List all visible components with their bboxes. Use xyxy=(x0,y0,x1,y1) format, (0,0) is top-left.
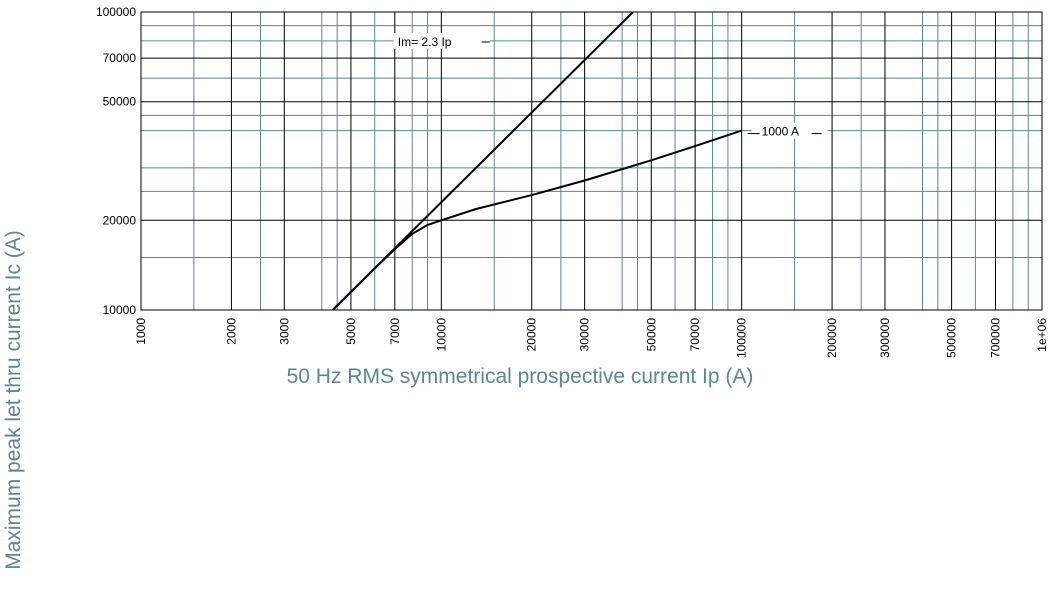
series-line xyxy=(331,129,742,310)
x-tick-label: 1000 xyxy=(134,318,148,345)
x-tick-label: 10000 xyxy=(434,318,448,352)
x-tick-label: 100000 xyxy=(735,318,749,358)
y-tick-label: 20000 xyxy=(103,213,137,227)
x-tick-label: 300000 xyxy=(878,318,892,358)
x-tick-label: 70000 xyxy=(688,318,702,352)
label-bg xyxy=(751,122,828,139)
x-tick-label: 20000 xyxy=(525,318,539,352)
x-tick-label: 200000 xyxy=(825,318,839,358)
x-tick-label: 3000 xyxy=(277,318,291,345)
x-tick-label: 5000 xyxy=(344,318,358,345)
y-tick-label: 70000 xyxy=(103,51,137,65)
y-tick-label: 50000 xyxy=(103,95,137,109)
x-tick-label: 1e+06 xyxy=(1035,318,1049,352)
x-tick-label: 2000 xyxy=(224,318,238,345)
y-axis-title: Maximum peak let thru current Ic (A) xyxy=(2,230,25,570)
y-tick-label: 100000 xyxy=(96,5,136,19)
y-tick-label: 10000 xyxy=(103,303,137,317)
x-tick-label: 7000 xyxy=(388,318,402,345)
series-label: Im= 2.3 Ip xyxy=(398,35,452,49)
plot-frame xyxy=(140,11,1043,311)
x-tick-label: 30000 xyxy=(578,318,592,352)
x-axis-title: 50 Hz RMS symmetrical prospective curren… xyxy=(287,365,754,388)
x-tick-label: 500000 xyxy=(945,318,959,358)
x-tick-label: 700000 xyxy=(988,318,1002,358)
series-label: 1000 A xyxy=(762,125,799,139)
label-bg xyxy=(393,33,490,49)
x-tick-label: 50000 xyxy=(644,318,658,352)
